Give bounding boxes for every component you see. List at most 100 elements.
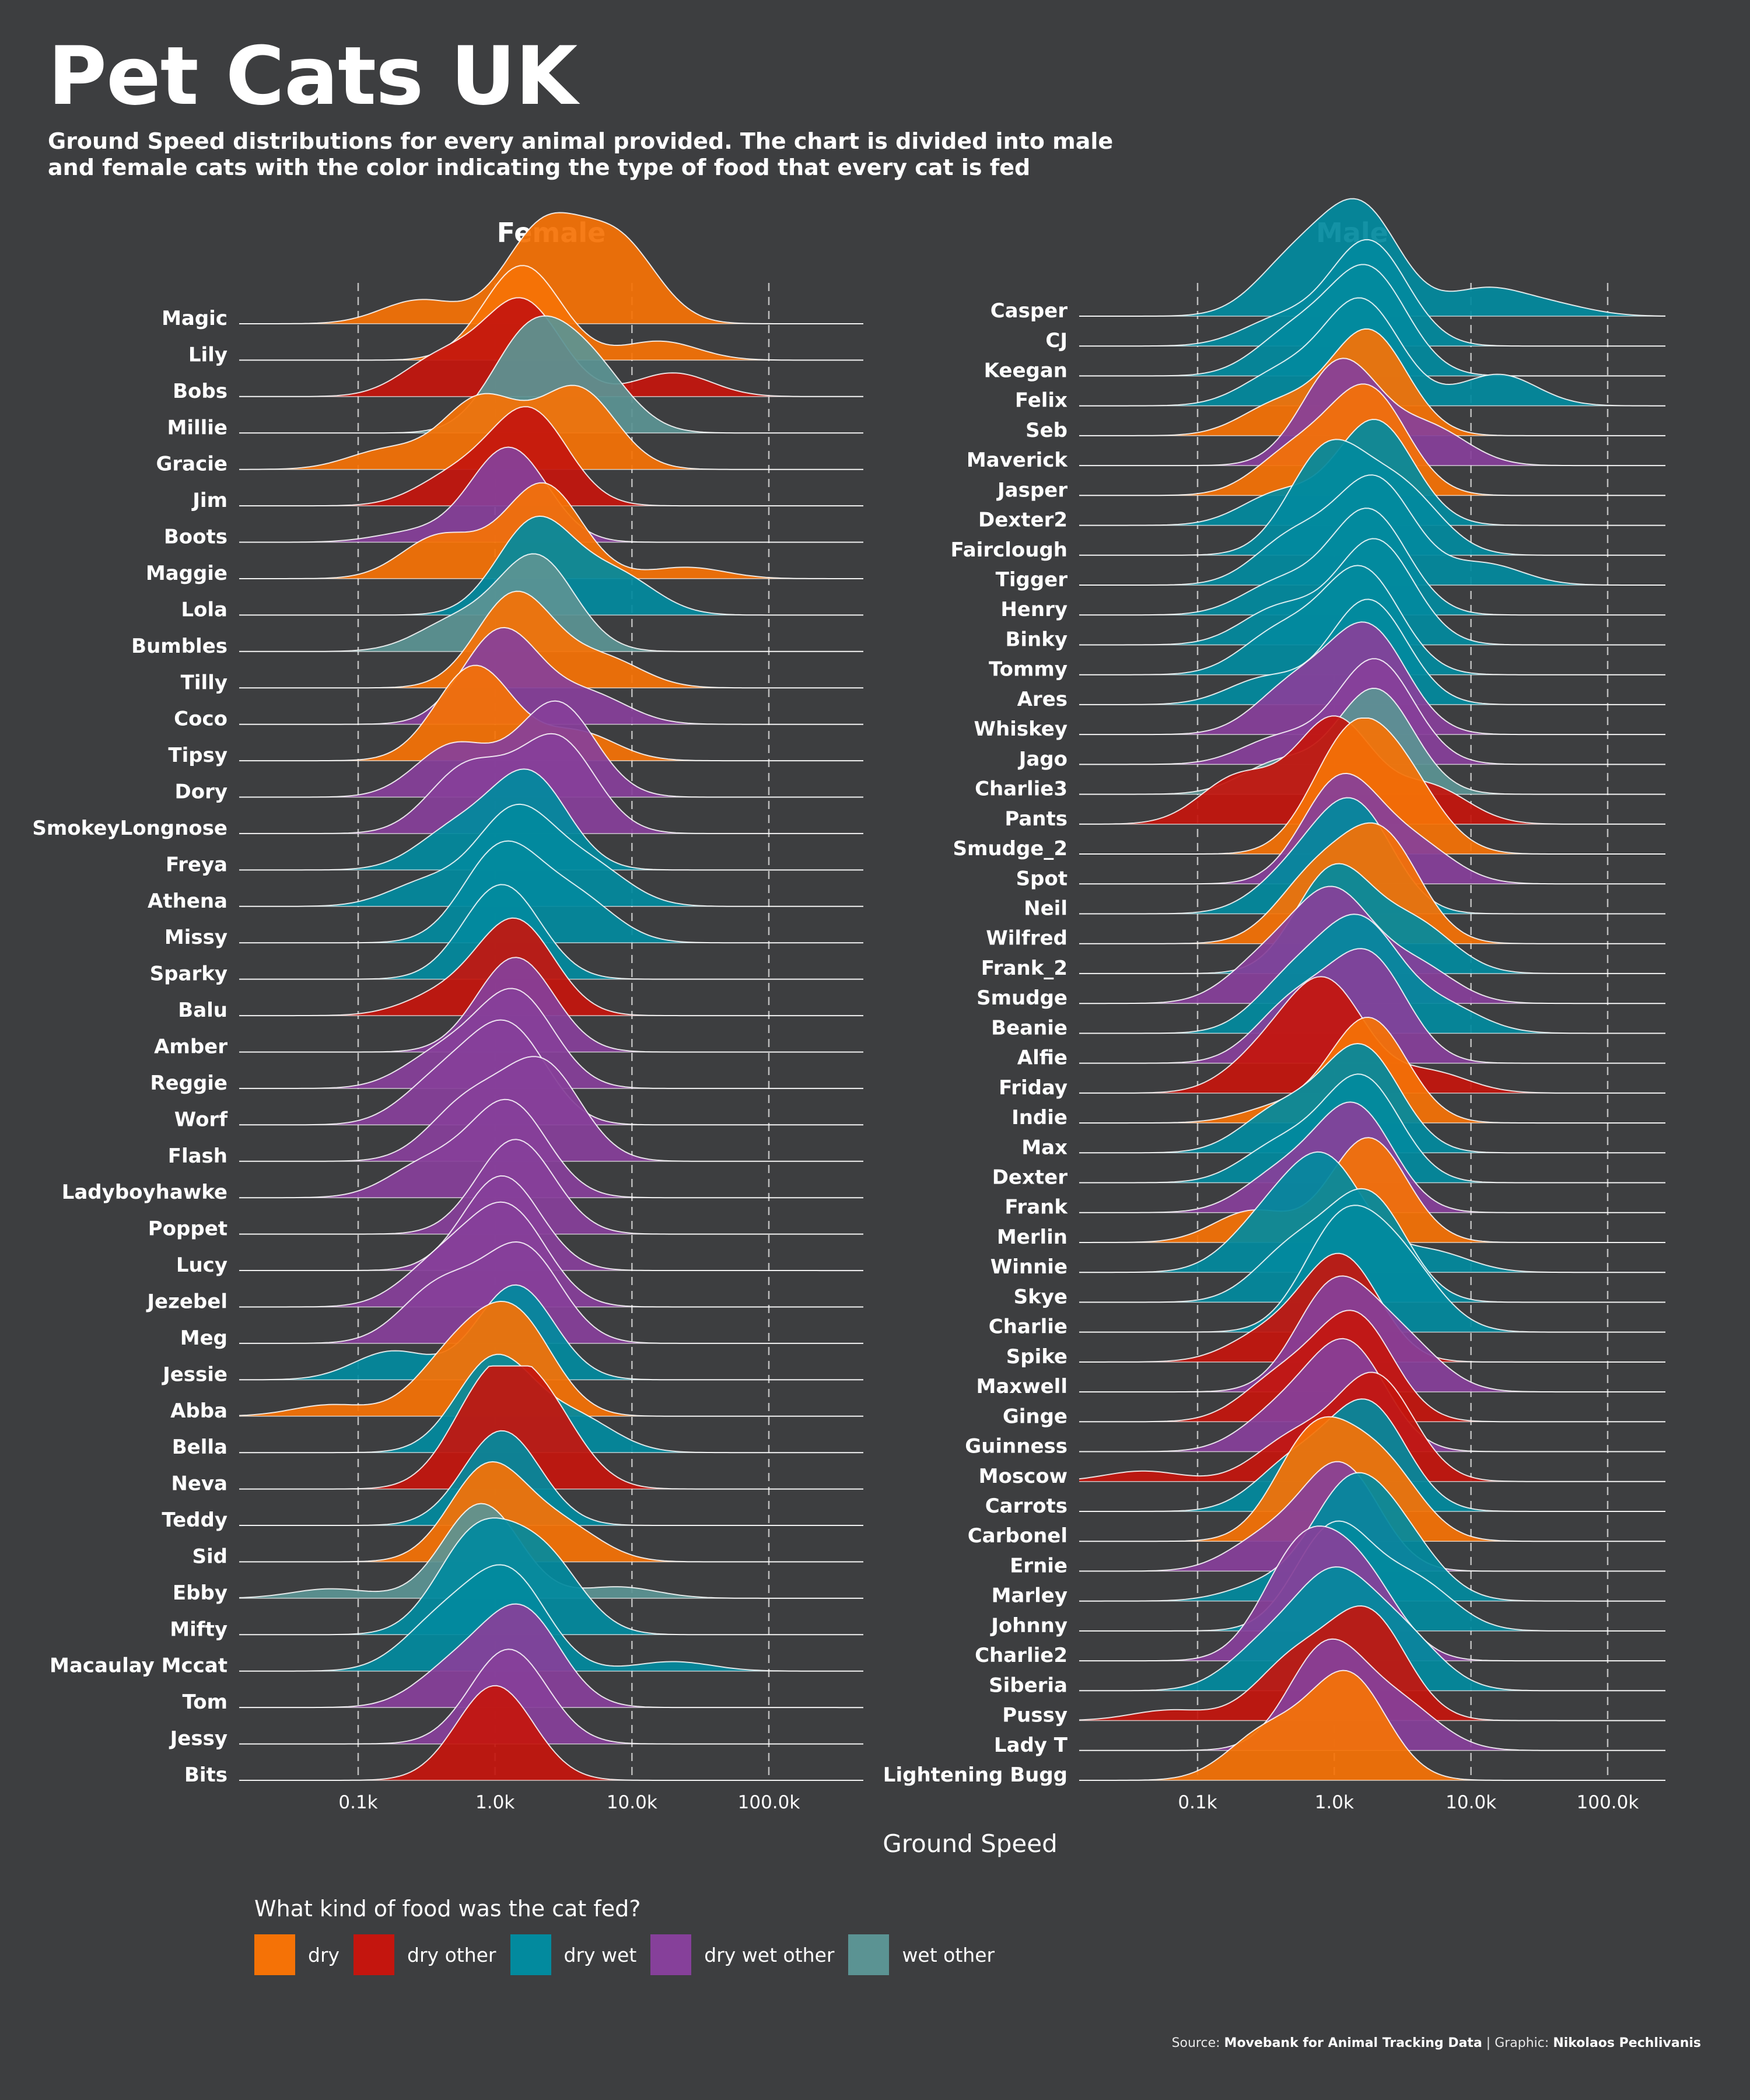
ridge-reggie <box>239 988 863 1088</box>
ridge-jessie <box>239 1284 863 1380</box>
cat-label: Tigger <box>996 568 1068 592</box>
cat-label: Skye <box>1014 1285 1068 1308</box>
cat-label: Sparky <box>150 963 228 986</box>
cat-label: Moscow <box>979 1465 1068 1488</box>
cat-label: Worf <box>174 1108 228 1131</box>
cat-label: CJ <box>1045 329 1068 352</box>
ridge-jessy <box>239 1649 863 1744</box>
cat-label: Missy <box>164 926 228 949</box>
cat-label: Ladyboyhawke <box>62 1181 228 1204</box>
cat-label: Jim <box>191 489 228 512</box>
ridge-balu <box>239 918 863 1016</box>
male-panel: Male0.1k1.0k10.0k100.0kCasperCJKeeganFel… <box>883 198 1666 1813</box>
legend-item: dry <box>254 1934 340 1975</box>
cat-label: Neva <box>171 1472 228 1496</box>
cat-label: Dory <box>174 780 228 804</box>
legend-item: dry other <box>354 1934 496 1975</box>
ridge-charlie <box>1079 1205 1665 1332</box>
legend-label: wet other <box>902 1943 995 1966</box>
ridge-bumbles <box>239 554 863 652</box>
cat-label: Balu <box>178 999 228 1022</box>
cat-label: Tommy <box>989 658 1068 681</box>
graphic-author: Nikolaos Pechlivanis <box>1553 2036 1701 2050</box>
ridge-mifty <box>239 1518 863 1635</box>
cat-label: Seb <box>1026 419 1068 442</box>
source-name: Movebank for Animal Tracking Data <box>1224 2036 1482 2050</box>
ridge-coco <box>239 627 863 724</box>
cat-label: Maverick <box>967 449 1069 472</box>
cat-label: Casper <box>991 299 1068 323</box>
cat-label: SmokeyLongnose <box>32 817 228 840</box>
cat-label: Freya <box>166 853 228 876</box>
cat-label: Frank <box>1005 1196 1068 1219</box>
ridge-smudge-2 <box>1079 718 1665 855</box>
cat-label: Wilfred <box>986 927 1068 950</box>
cat-label: Tilly <box>181 671 228 694</box>
cat-label: Dexter <box>992 1166 1068 1189</box>
cat-label: Sid <box>192 1545 228 1568</box>
ridge-outline <box>1079 297 1665 407</box>
x-axis-label: Ground Speed <box>883 1829 1058 1858</box>
page-title: Pet Cats UK <box>48 29 578 123</box>
cat-label: Bobs <box>173 380 228 403</box>
cat-label: Bella <box>172 1436 228 1459</box>
legend-swatch <box>848 1934 890 1975</box>
cat-label: Jezebel <box>146 1290 228 1313</box>
cat-label: Binky <box>1005 628 1068 651</box>
x-tick-label: 10.0k <box>607 1792 657 1813</box>
cat-label: Lady T <box>994 1734 1068 1757</box>
ridge-pussy <box>1079 1606 1665 1721</box>
cat-label: Merlin <box>997 1226 1068 1249</box>
cat-label: Tom <box>183 1690 228 1714</box>
cat-label: Ernie <box>1010 1554 1068 1577</box>
cat-label: Coco <box>174 708 228 731</box>
x-tick-label: 0.1k <box>1178 1792 1217 1813</box>
ridge-meg <box>239 1242 863 1343</box>
cat-label: Friday <box>999 1076 1068 1100</box>
legend-item: dry wet other <box>650 1934 834 1975</box>
cat-label: Charlie3 <box>975 778 1068 801</box>
cat-label: Whiskey <box>974 718 1068 741</box>
ridge-missy <box>239 841 863 943</box>
cat-label: Pants <box>1005 807 1068 831</box>
x-tick-label: 1.0k <box>475 1792 514 1813</box>
ridge-lily <box>239 265 863 360</box>
x-tick-label: 100.0k <box>1577 1792 1639 1813</box>
ridge-outline <box>239 1564 863 1672</box>
cat-label: Beanie <box>991 1016 1068 1040</box>
ridge-marley <box>1079 1472 1665 1601</box>
graphic-prefix: | Graphic: <box>1486 2036 1549 2050</box>
ridge-outline <box>239 482 863 579</box>
legend-label: dry wet <box>564 1943 637 1966</box>
cat-label: Carbonel <box>968 1524 1068 1548</box>
cat-label: Charlie2 <box>975 1644 1068 1667</box>
cat-label: Mifty <box>170 1618 228 1641</box>
legend-title: What kind of food was the cat fed? <box>254 1896 641 1922</box>
legend-item: dry wet <box>510 1934 637 1975</box>
ridge-lucy <box>239 1175 863 1271</box>
ridge-wilfred <box>1079 822 1665 944</box>
cat-label: Jessy <box>169 1727 228 1751</box>
cat-label: Neil <box>1024 897 1068 920</box>
legend-label: dry other <box>407 1943 496 1966</box>
x-tick-label: 1.0k <box>1315 1792 1354 1813</box>
ridge-outline <box>1079 198 1666 317</box>
cat-label: Lucy <box>176 1254 228 1277</box>
cat-label: Teddy <box>162 1508 228 1532</box>
cat-label: Bumbles <box>131 635 228 658</box>
cat-label: Jessie <box>162 1363 228 1386</box>
ridge-athena <box>239 804 863 907</box>
cat-label: Keegan <box>984 359 1068 382</box>
cat-label: Macaulay Mccat <box>50 1654 228 1678</box>
source-caption: Source: Movebank for Animal Tracking Dat… <box>1172 2036 1701 2050</box>
cat-label: Millie <box>167 416 228 439</box>
cat-label: Spot <box>1016 867 1068 890</box>
ridge-alfie <box>1079 949 1665 1063</box>
cat-label: Felix <box>1015 389 1068 412</box>
legend-swatch <box>510 1934 551 1975</box>
cat-label: Athena <box>148 890 228 913</box>
ridge-magic <box>239 212 863 324</box>
female-panel: Female0.1k1.0k10.0k100.0kMagicLilyBobsMi… <box>32 212 863 1813</box>
cat-label: Charlie <box>989 1315 1068 1339</box>
ridge-jim <box>239 407 863 506</box>
